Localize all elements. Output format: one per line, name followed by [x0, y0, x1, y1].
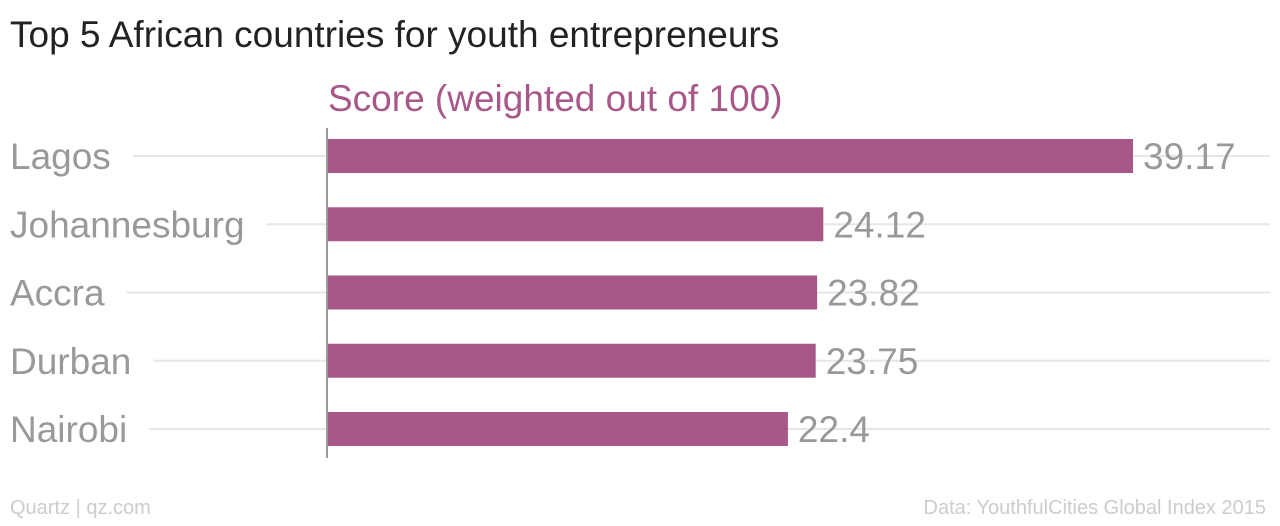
- bars: [327, 139, 1133, 446]
- value-label: 39.17: [1143, 136, 1236, 177]
- bar: [327, 207, 824, 242]
- bar: [327, 139, 1133, 173]
- footer-credit: Quartz | qz.com: [10, 497, 151, 519]
- category-label: Nairobi: [10, 409, 127, 450]
- value-label: 23.75: [826, 341, 919, 382]
- value-label: 23.82: [827, 273, 920, 314]
- category-label: Lagos: [10, 136, 111, 177]
- bar: [327, 275, 818, 310]
- chart-subtitle: Score (weighted out of 100): [328, 78, 783, 119]
- labels: Lagos 39.17 Johannesburg 24.12 Accra 23.82 Dur…: [10, 136, 1236, 450]
- bar: [327, 412, 788, 446]
- category-label: Johannesburg: [10, 204, 245, 245]
- footer-source: Data: YouthfulCities Global Index 2015: [923, 497, 1266, 519]
- value-label: 24.12: [833, 204, 926, 245]
- chart-title: Top 5 African countries for youth entrep…: [10, 14, 780, 55]
- bar: [327, 343, 816, 378]
- value-label: 22.4: [798, 409, 870, 450]
- category-label: Accra: [10, 273, 105, 314]
- category-label: Durban: [10, 341, 131, 382]
